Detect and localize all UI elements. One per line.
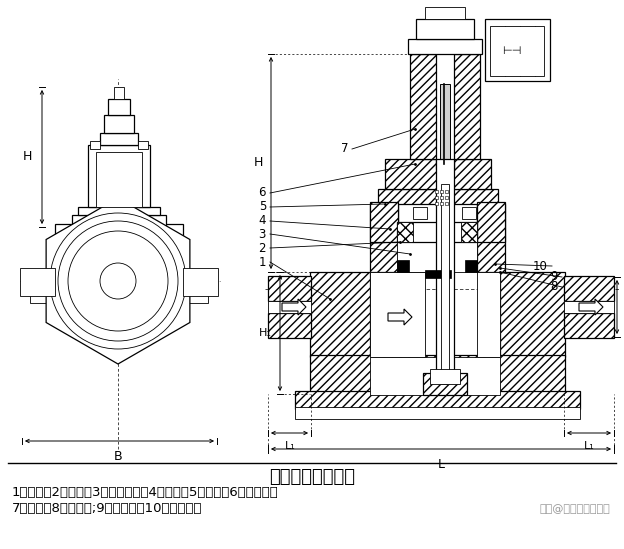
- Bar: [425, 7, 465, 19]
- Bar: [114, 87, 124, 99]
- Bar: [268, 276, 311, 301]
- Text: 2: 2: [258, 242, 266, 255]
- Bar: [370, 357, 500, 395]
- Bar: [445, 190, 448, 193]
- Bar: [461, 222, 477, 242]
- Text: B: B: [114, 450, 122, 463]
- Bar: [413, 207, 427, 219]
- Bar: [268, 313, 311, 338]
- Bar: [564, 313, 614, 338]
- Bar: [108, 99, 130, 115]
- Bar: [436, 159, 454, 384]
- Text: 10: 10: [533, 260, 548, 272]
- Bar: [20, 268, 55, 296]
- Text: 1：阀体；2：活塞；3：活塞弹簧；4：中盖；5：上盖；6：动铁芯；: 1：阀体；2：活塞；3：活塞弹簧；4：中盖；5：上盖；6：动铁芯；: [12, 486, 279, 500]
- Text: 4: 4: [258, 215, 266, 227]
- Bar: [310, 355, 565, 395]
- Polygon shape: [579, 299, 603, 315]
- Text: 9: 9: [550, 271, 558, 283]
- Bar: [183, 268, 218, 296]
- Text: 3: 3: [258, 227, 266, 240]
- Circle shape: [68, 231, 168, 331]
- Text: L₁: L₁: [583, 441, 595, 451]
- Text: H: H: [22, 150, 32, 164]
- Bar: [138, 141, 148, 149]
- Text: ⊢⊣: ⊢⊣: [502, 46, 522, 56]
- Bar: [55, 224, 183, 319]
- Text: L: L: [437, 458, 444, 471]
- Bar: [182, 285, 208, 303]
- Bar: [397, 260, 409, 272]
- Bar: [430, 369, 460, 384]
- Bar: [490, 26, 544, 76]
- Bar: [370, 272, 425, 357]
- Circle shape: [50, 213, 186, 349]
- Bar: [440, 202, 443, 205]
- Text: H: H: [253, 156, 263, 170]
- Bar: [96, 152, 142, 207]
- Text: 头条@电气自动化应用: 头条@电气自动化应用: [539, 504, 610, 514]
- Bar: [410, 54, 438, 159]
- Bar: [425, 270, 451, 278]
- Polygon shape: [388, 309, 412, 325]
- Text: 5: 5: [258, 200, 266, 214]
- Bar: [435, 196, 438, 199]
- Text: 8: 8: [550, 281, 558, 294]
- Bar: [445, 196, 448, 199]
- Bar: [465, 260, 477, 272]
- Bar: [397, 222, 477, 242]
- Bar: [310, 272, 370, 357]
- Bar: [435, 202, 438, 205]
- Bar: [385, 159, 491, 189]
- Text: L₁: L₁: [285, 441, 295, 451]
- Bar: [370, 202, 398, 242]
- Bar: [295, 391, 580, 409]
- Bar: [564, 301, 614, 313]
- Bar: [435, 190, 438, 193]
- Polygon shape: [46, 198, 190, 364]
- Bar: [78, 207, 160, 215]
- Bar: [564, 276, 614, 301]
- Bar: [485, 19, 550, 81]
- Bar: [72, 215, 166, 227]
- Bar: [436, 49, 454, 169]
- Bar: [397, 242, 477, 272]
- Bar: [500, 272, 565, 357]
- Bar: [100, 133, 138, 145]
- Text: 1: 1: [258, 255, 266, 268]
- Bar: [370, 204, 398, 272]
- Circle shape: [58, 221, 178, 341]
- Bar: [423, 373, 467, 395]
- Bar: [441, 184, 449, 384]
- Bar: [268, 301, 311, 313]
- Text: 6: 6: [258, 187, 266, 199]
- Bar: [477, 202, 505, 242]
- Text: 分布直动式结构图: 分布直动式结构图: [269, 468, 355, 486]
- Bar: [477, 204, 505, 272]
- Bar: [445, 202, 448, 205]
- Bar: [416, 19, 474, 39]
- Bar: [440, 84, 450, 164]
- Bar: [295, 407, 580, 419]
- Text: 7: 7: [341, 143, 348, 155]
- Bar: [30, 285, 56, 303]
- Bar: [462, 207, 476, 219]
- Text: H₁: H₁: [259, 328, 272, 338]
- Bar: [104, 115, 134, 133]
- Polygon shape: [282, 299, 306, 315]
- Bar: [88, 145, 150, 207]
- Bar: [452, 54, 480, 159]
- Bar: [408, 39, 482, 54]
- Bar: [397, 222, 413, 242]
- Bar: [477, 272, 500, 357]
- Bar: [440, 190, 443, 193]
- Text: 7：线圈；8：活塞环;9：节流孔；10：先导孔。: 7：线圈；8：活塞环;9：节流孔；10：先导孔。: [12, 502, 203, 516]
- Bar: [440, 196, 443, 199]
- Circle shape: [100, 263, 136, 299]
- Bar: [90, 141, 100, 149]
- Bar: [378, 189, 498, 204]
